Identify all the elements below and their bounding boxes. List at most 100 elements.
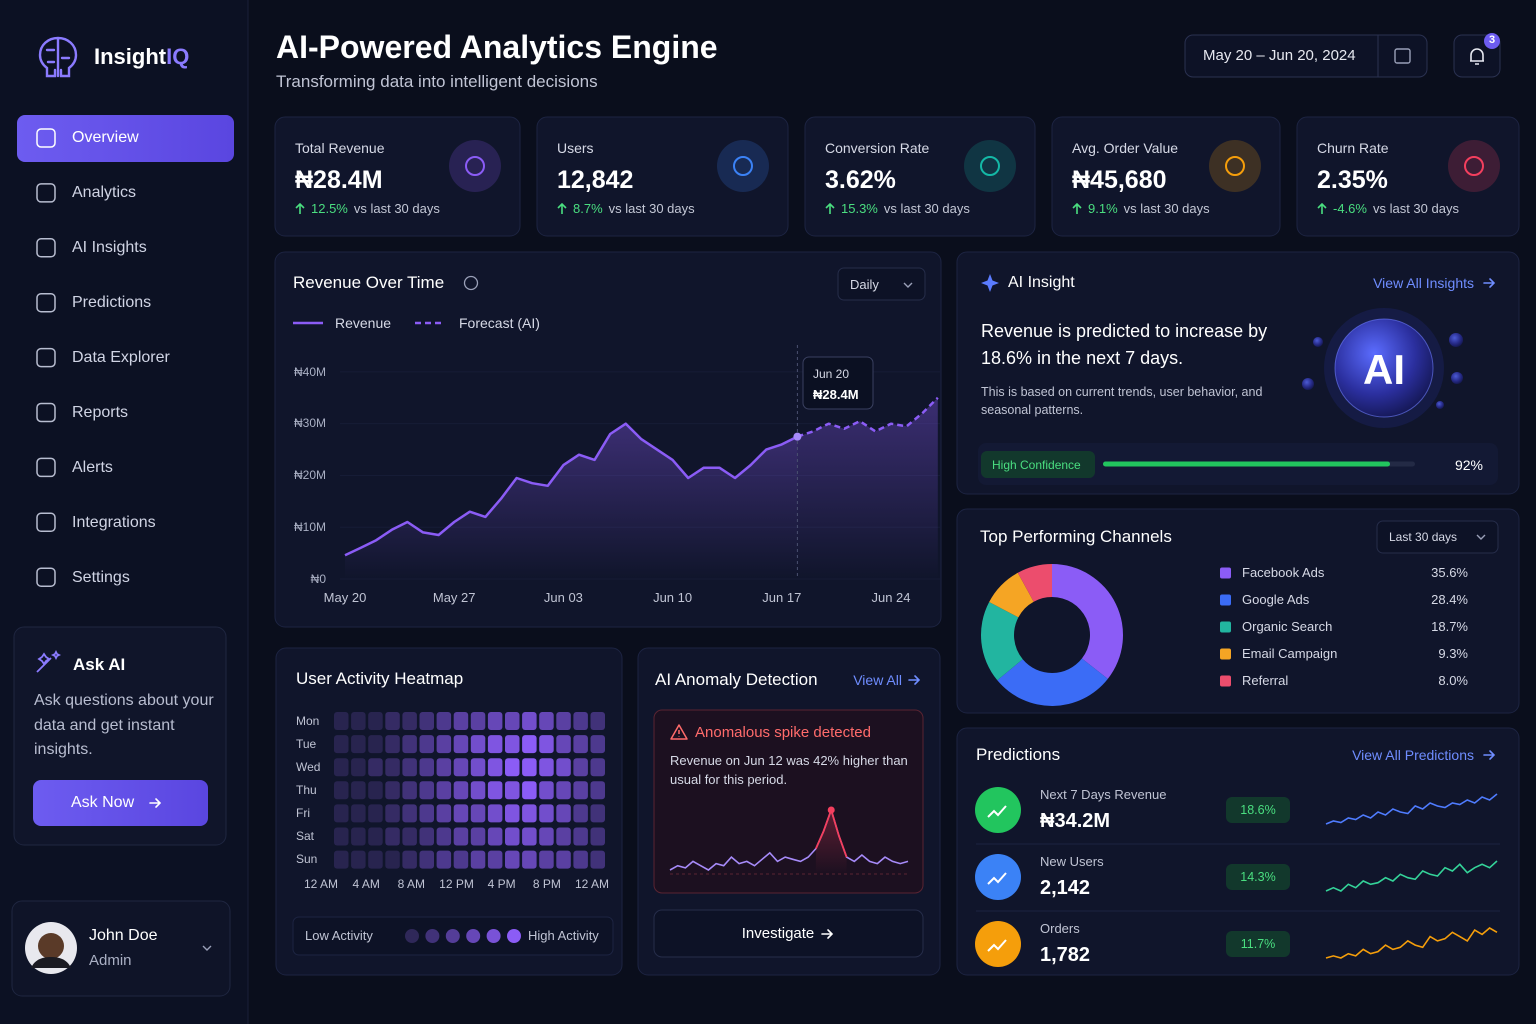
- heatmap-cell: [470, 758, 486, 777]
- nav-active-bg[interactable]: [17, 115, 234, 162]
- nav-item[interactable]: AI Insights: [72, 239, 147, 257]
- orb-bubble: [1449, 333, 1463, 347]
- nav-icon: [36, 347, 56, 368]
- heatmap-cell: [368, 804, 383, 823]
- kpi-value: ₦28.4M: [295, 166, 383, 194]
- heatmap-cell: [590, 758, 605, 777]
- tooltip-value: ₦28.4M: [813, 387, 859, 403]
- dropdown-label[interactable]: Last 30 days: [1389, 529, 1458, 544]
- orb-bubble: [1436, 401, 1444, 409]
- heatmap-cell: [556, 781, 571, 800]
- heatmap-cell: [351, 850, 366, 869]
- legend-dot: [445, 929, 460, 943]
- date-picker[interactable]: [1184, 34, 1428, 78]
- heatmap-cell: [505, 781, 520, 800]
- view-link[interactable]: View All: [853, 671, 902, 688]
- alert-text: Revenue on Jun 12 was 42% higher than us…: [670, 753, 908, 787]
- interval-dropdown[interactable]: [837, 267, 926, 301]
- heatmap-cell: [470, 827, 486, 846]
- investigate-label[interactable]: Investigate: [741, 925, 815, 942]
- warning-icon: [670, 724, 688, 740]
- confidence-bar: [1103, 461, 1391, 467]
- x-tick-label: Jun 10: [653, 590, 693, 606]
- kpi-card: [1296, 116, 1520, 237]
- dropdown-label[interactable]: Daily: [850, 277, 879, 293]
- x-tick-label: Jun 17: [762, 590, 802, 606]
- heatmap-cell: [505, 850, 520, 869]
- heatmap-cell: [385, 735, 400, 754]
- prediction-icon: [975, 787, 1021, 833]
- heatmap-cell: [522, 850, 537, 869]
- period-dropdown[interactable]: [1376, 520, 1499, 554]
- donut-slice: [1052, 564, 1123, 679]
- heatmap-cell: [419, 827, 434, 846]
- heatmap-cell: [436, 804, 452, 823]
- row-label: Mon: [296, 713, 320, 728]
- heatmap-cell: [453, 758, 469, 777]
- kpi-icon: [733, 156, 753, 176]
- ask-ai-text: Ask questions about your data and get in…: [34, 692, 214, 758]
- hour-label: 4 AM: [352, 876, 380, 891]
- kpi-note: vs last 30 days: [1372, 201, 1459, 216]
- panel-title: AI Anomaly Detection: [655, 669, 818, 689]
- heatmap-cell: [453, 735, 469, 754]
- nav-item[interactable]: Predictions: [72, 294, 152, 312]
- view-link[interactable]: View All Insights: [1373, 274, 1474, 291]
- investigate-button[interactable]: [653, 909, 924, 958]
- legend-label: Email Campaign: [1242, 646, 1338, 662]
- kpi-icon: [465, 156, 485, 176]
- heatmap-cell: [385, 827, 400, 846]
- view-link[interactable]: View All Predictions: [1352, 746, 1474, 763]
- avatar-face: [38, 933, 64, 959]
- heatmap-cell: [436, 827, 452, 846]
- up-arrow: [1317, 202, 1327, 214]
- ai-orb: [1334, 318, 1434, 418]
- heatmap-cell: [505, 712, 520, 730]
- prediction-value: 1,782: [1040, 944, 1091, 966]
- nav-icon: [36, 238, 56, 258]
- heatmap-cell: [573, 850, 588, 869]
- y-tick-label: ₦30M: [293, 416, 326, 431]
- arrow-icon[interactable]: [1483, 750, 1496, 760]
- page-title: AI-Powered Analytics Engine: [276, 28, 718, 65]
- nav-item[interactable]: Settings: [72, 568, 130, 586]
- kpi-change-row: 8.7% vs last 30 days: [557, 201, 695, 216]
- arrow-icon[interactable]: [149, 798, 162, 808]
- arrow-icon[interactable]: [908, 675, 921, 685]
- kpi-note: vs last 30 days: [608, 201, 695, 216]
- ask-now-label[interactable]: Ask Now: [71, 794, 135, 812]
- tooltip-date: Jun 20: [813, 366, 850, 381]
- prediction-change: 11.7%: [1240, 936, 1276, 951]
- legend-dot: [405, 929, 419, 943]
- heatmap-cell: [436, 712, 452, 730]
- heatmap-cell: [573, 804, 588, 823]
- heatmap-cell: [419, 712, 434, 730]
- nav-icon: [36, 457, 56, 478]
- heatmap-cell: [368, 712, 383, 730]
- panel-title: User Activity Heatmap: [296, 668, 464, 688]
- nav-item[interactable]: Analytics: [72, 184, 137, 202]
- arrow-icon[interactable]: [821, 929, 834, 939]
- chevron-icon: [1476, 534, 1486, 540]
- date-range[interactable]: May 20 – Jun 20, 2024: [1203, 47, 1356, 64]
- heatmap-cell: [522, 735, 537, 754]
- nav-item[interactable]: Overview: [72, 129, 139, 147]
- ask-now-button[interactable]: [33, 780, 208, 826]
- heatmap-cell: [368, 850, 383, 869]
- heatmap-cell: [539, 735, 554, 754]
- point-marker: [793, 432, 802, 441]
- panel-title: Predictions: [976, 744, 1061, 764]
- nav-item[interactable]: Data Explorer: [72, 349, 170, 366]
- arrow-icon[interactable]: [1483, 278, 1496, 288]
- sidebar: [0, 0, 248, 1024]
- kpi-label: Total Revenue: [295, 139, 385, 156]
- heatmap-cell: [590, 781, 605, 800]
- nav-item[interactable]: Integrations: [72, 513, 156, 531]
- kpi-card: [274, 116, 521, 237]
- up-arrow: [557, 202, 567, 214]
- x-tick-label: Jun 03: [543, 590, 583, 606]
- nav-item[interactable]: Reports: [72, 403, 129, 421]
- legend-value: 9.3%: [1438, 646, 1468, 662]
- nav-item[interactable]: Alerts: [72, 458, 113, 476]
